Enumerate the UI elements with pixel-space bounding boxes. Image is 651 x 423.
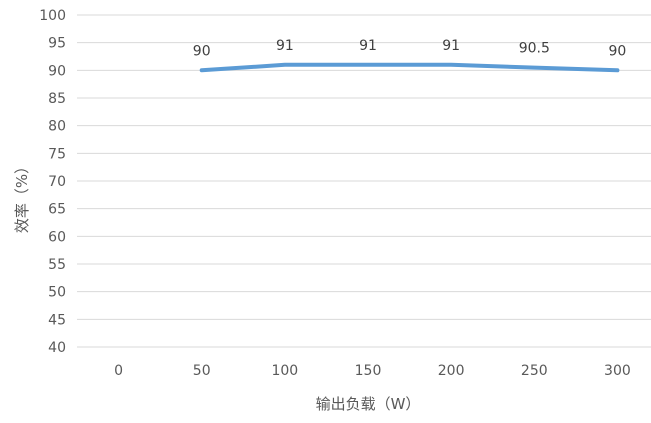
data-label: 90 — [609, 43, 627, 59]
data-label: 90 — [193, 43, 211, 59]
x-tick-label: 50 — [193, 363, 211, 379]
x-axis-ticks: 0 50 100 150 200 250 300 — [114, 363, 631, 379]
gridlines — [77, 14, 651, 348]
y-tick-label: 85 — [48, 91, 66, 107]
x-tick-label: 0 — [114, 363, 123, 379]
y-tick-label: 80 — [48, 119, 66, 135]
x-tick-label: 150 — [355, 363, 382, 379]
y-tick-label: 70 — [48, 174, 66, 190]
x-tick-label: 200 — [438, 363, 465, 379]
y-axis-ticks: 40 45 50 55 60 65 70 75 80 85 90 95 100 — [39, 8, 66, 356]
series-line — [199, 62, 620, 73]
y-tick-label: 45 — [48, 312, 66, 328]
y-tick-label: 60 — [48, 229, 66, 245]
y-axis-title: 效率（%） — [13, 159, 31, 233]
x-axis-title: 输出负载（W） — [316, 395, 421, 413]
x-tick-label: 250 — [521, 363, 548, 379]
data-labels: 90 91 91 91 90.5 90 — [193, 38, 627, 60]
data-label: 91 — [276, 38, 294, 54]
y-tick-label: 50 — [48, 285, 66, 301]
x-tick-label: 100 — [271, 363, 298, 379]
series-layer — [199, 62, 620, 73]
data-label: 91 — [359, 38, 377, 54]
y-tick-label: 90 — [48, 63, 66, 79]
y-tick-label: 65 — [48, 202, 66, 218]
y-tick-label: 75 — [48, 146, 66, 162]
data-label: 90.5 — [519, 41, 550, 57]
y-tick-label: 95 — [48, 36, 66, 52]
y-tick-label: 40 — [48, 340, 66, 356]
x-tick-label: 300 — [604, 363, 631, 379]
y-tick-label: 55 — [48, 257, 66, 273]
y-tick-label: 100 — [39, 8, 66, 24]
data-label: 91 — [442, 38, 460, 54]
